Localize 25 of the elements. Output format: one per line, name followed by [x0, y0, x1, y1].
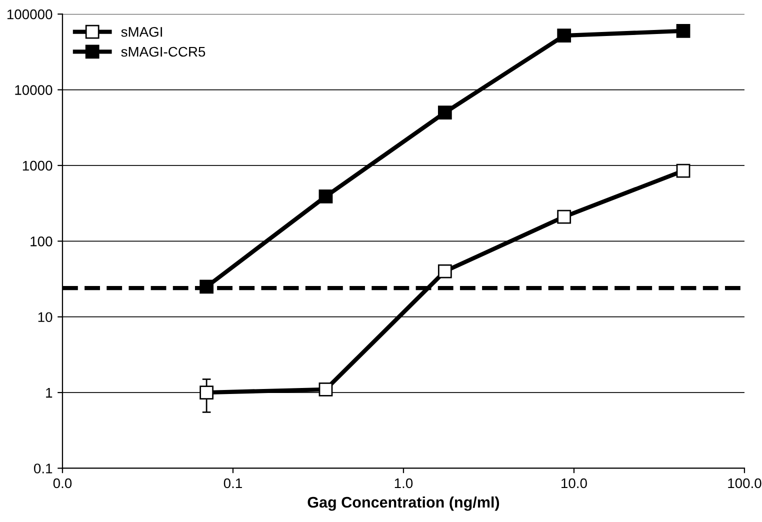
x-tick-label: 100.0 — [728, 478, 762, 488]
y-tick-label: 1000 — [22, 160, 52, 171]
x-tick-label: 0.0 — [53, 478, 72, 488]
point — [438, 106, 452, 120]
x-axis-title: Gag Concentration (ng/ml) — [308, 496, 500, 511]
y-tick-label: 100 — [30, 236, 52, 246]
point — [318, 382, 333, 396]
y-tick-label: 10000 — [15, 85, 52, 95]
legend-label: sMAGI-CCR5 — [121, 46, 206, 57]
point — [557, 28, 572, 43]
point — [438, 264, 452, 278]
point — [676, 164, 690, 178]
y-tick-label: 100000 — [7, 9, 52, 20]
point — [557, 210, 572, 224]
y-tick-label: 10 — [38, 312, 52, 322]
y-tick-label: 1 — [46, 388, 52, 398]
x-tick-label: 1.0 — [394, 478, 413, 488]
y-tick-label: 0.1 — [34, 464, 52, 474]
x-tick-label: 10.0 — [562, 478, 587, 488]
point — [676, 24, 690, 38]
x-tick-label: 0.1 — [224, 478, 242, 488]
legend-label: sMAGI — [121, 26, 162, 37]
point — [200, 280, 214, 294]
point — [200, 386, 214, 400]
point — [318, 189, 333, 204]
